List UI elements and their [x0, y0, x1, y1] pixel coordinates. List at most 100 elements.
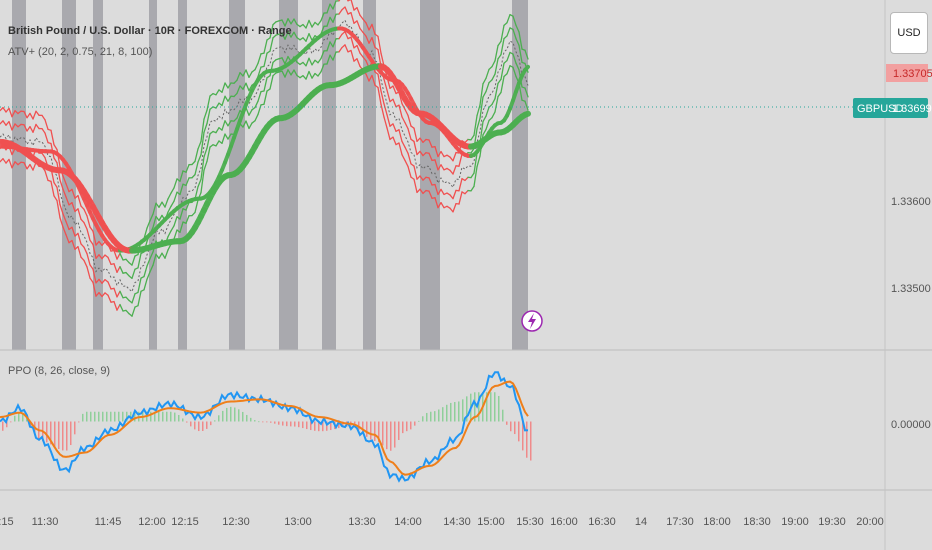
lower-band-segment — [416, 188, 421, 194]
upper-band-segment — [257, 53, 262, 65]
histogram-bar — [498, 395, 500, 422]
lower-inner-band-segment — [92, 268, 97, 284]
histogram-bar — [86, 411, 88, 422]
lower-band-segment — [500, 75, 505, 94]
lower-inner-band-segment — [248, 109, 253, 116]
lower-inner-band-segment — [95, 278, 100, 284]
currency-button[interactable]: USD — [890, 12, 928, 54]
upper-inner-band-segment — [155, 215, 160, 222]
upper-inner-band-segment — [152, 215, 157, 229]
upper-band-segment — [80, 205, 85, 211]
lower-band-segment — [65, 234, 70, 244]
histogram-bar — [454, 402, 456, 422]
upper-band-segment — [473, 115, 478, 136]
lower-band-segment — [227, 133, 232, 140]
lower-band-segment — [71, 239, 76, 250]
lower-inner-band-segment — [317, 57, 322, 64]
lower-band-segment — [80, 256, 85, 262]
lower-band-segment — [161, 252, 166, 259]
upper-inner-band-segment — [284, 31, 289, 40]
histogram-bar — [314, 421, 316, 431]
upper-band-segment — [488, 65, 493, 71]
histogram-bar — [270, 421, 272, 423]
upper-inner-band-segment — [479, 96, 484, 119]
upper-inner-band-segment — [401, 116, 406, 124]
session-band — [322, 0, 336, 350]
histogram-bar — [254, 420, 256, 422]
upper-band-segment — [362, 18, 367, 24]
lower-inner-band-segment — [281, 57, 286, 65]
lower-band-segment — [167, 243, 172, 251]
upper-inner-band-segment — [452, 165, 457, 175]
histogram-bar — [322, 421, 324, 432]
upper-band-segment — [26, 112, 31, 119]
last-price-label: 1.33705 — [893, 68, 932, 80]
lower-band-segment — [407, 165, 412, 178]
time-label: 20:00 — [856, 516, 884, 528]
lower-band-segment — [143, 278, 148, 291]
lower-band-segment — [11, 161, 16, 169]
histogram-bar — [390, 421, 392, 451]
lower-band-segment — [338, 46, 343, 53]
lower-inner-band-segment — [101, 279, 106, 284]
upper-band-segment — [524, 49, 529, 60]
histogram-bar — [370, 421, 372, 440]
histogram-bar — [206, 421, 208, 429]
upper-inner-band-segment — [422, 152, 427, 157]
lower-band-segment — [434, 197, 439, 209]
lower-inner-band-segment — [428, 177, 433, 186]
lower-inner-band-segment — [284, 55, 289, 65]
histogram-bar — [90, 411, 92, 422]
upper-band-segment — [116, 252, 121, 260]
histogram-bar — [522, 421, 524, 451]
upper-band-segment — [239, 72, 244, 77]
lower-band-segment — [89, 277, 94, 284]
histogram-bar — [326, 421, 328, 431]
lower-band-segment — [464, 189, 469, 195]
lower-band-segment — [368, 74, 373, 82]
histogram-bar — [442, 407, 444, 422]
lower-band-segment — [281, 70, 286, 78]
price-panel[interactable] — [0, 0, 531, 317]
histogram-bar — [62, 421, 64, 451]
upper-band-segment — [305, 19, 310, 29]
lower-band-segment — [494, 96, 499, 113]
lightning-icon[interactable] — [521, 310, 543, 332]
lower-inner-band-segment — [422, 176, 427, 181]
upper-band-segment — [146, 220, 151, 229]
lower-band-segment — [503, 73, 508, 78]
upper-band-segment — [8, 107, 13, 118]
upper-inner-band-segment — [137, 252, 142, 269]
upper-band-segment — [254, 62, 259, 71]
time-axis[interactable]: :15 11:30 11:45 12:00 12:15 12:30 13:00 13:30 14… — [0, 516, 884, 528]
histogram-bar — [154, 411, 156, 422]
symbol-title[interactable]: British Pound / U.S. Dollar · 10R · FORE… — [8, 25, 292, 37]
lower-inner-band-segment — [71, 226, 76, 237]
histogram-bar — [290, 421, 292, 427]
upper-band-segment — [338, 0, 341, 2]
histogram-bar — [158, 411, 160, 422]
lower-band-segment — [398, 142, 403, 156]
lower-inner-band-segment — [326, 41, 331, 52]
upper-inner-band-segment — [362, 31, 367, 37]
lower-band-segment — [386, 127, 391, 141]
histogram-bar — [150, 411, 152, 422]
upper-band-segment — [14, 110, 19, 115]
upper-inner-band-segment — [287, 31, 292, 38]
upper-band-segment — [227, 82, 232, 89]
lower-band-segment — [77, 246, 82, 258]
lower-band-segment — [356, 58, 361, 68]
upper-band-segment — [413, 127, 418, 142]
lower-band-segment — [50, 180, 55, 197]
histogram-bar — [282, 421, 284, 426]
upper-band-segment — [476, 104, 481, 117]
indicator-ppo-label[interactable]: PPO (8, 26, close, 9) — [8, 365, 110, 377]
lower-inner-band-segment — [272, 59, 277, 64]
lower-inner-band-segment — [437, 188, 442, 196]
upper-band-segment — [506, 13, 511, 24]
upper-inner-band-segment — [305, 33, 310, 42]
lower-band-segment — [92, 281, 97, 297]
indicator-atv-label[interactable]: ATV+ (20, 2, 0.75, 21, 8, 100) — [8, 46, 152, 58]
ppo-panel[interactable] — [0, 371, 532, 483]
